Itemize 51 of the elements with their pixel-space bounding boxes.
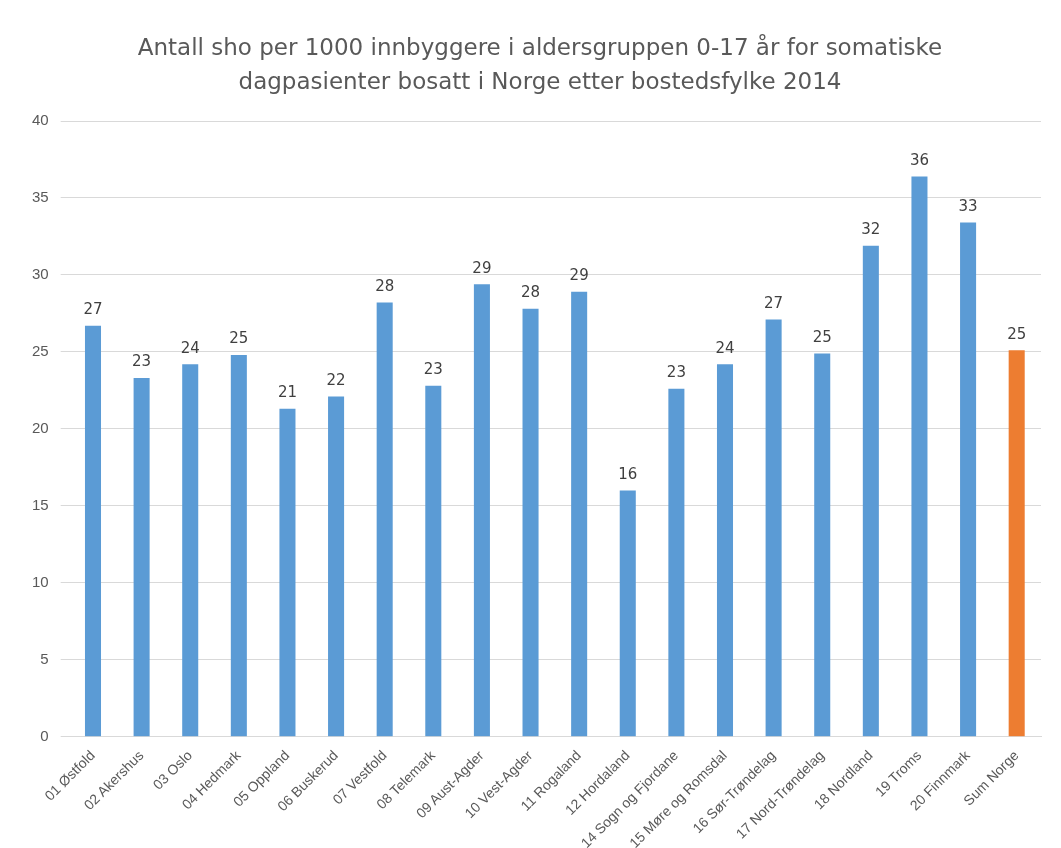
- bar: [668, 388, 685, 737]
- data-label: 25: [229, 329, 249, 348]
- bar: [1008, 350, 1025, 737]
- bar: [133, 378, 150, 737]
- data-label: 28: [375, 277, 395, 296]
- bar: [328, 396, 345, 737]
- data-label: 36: [909, 150, 930, 169]
- data-label: 22: [326, 370, 346, 389]
- bar: [376, 302, 393, 737]
- data-label: 25: [812, 327, 832, 346]
- y-tick-label: 10: [32, 572, 49, 590]
- bar: [619, 490, 636, 737]
- data-label: 32: [861, 220, 881, 239]
- data-label: 23: [666, 363, 686, 382]
- chart-title: Antall sho per 1000 innbyggere i aldersgruppen 0-17 år for somatiske dagpasienter bosatt i Norge etter bostedsfylke 2014: [136, 33, 944, 96]
- bar: [230, 354, 247, 737]
- bar: [279, 408, 296, 737]
- bar: [571, 291, 588, 737]
- data-label: 29: [569, 266, 589, 285]
- y-tick-label: 15: [32, 495, 49, 513]
- data-label: 29: [472, 258, 492, 277]
- bar: [862, 245, 879, 737]
- bar: [960, 222, 977, 737]
- y-tick-label: 30: [32, 265, 49, 283]
- y-tick-label: 0: [40, 726, 49, 744]
- data-label: 16: [618, 464, 638, 483]
- bar: [765, 319, 782, 737]
- data-label: 23: [132, 352, 152, 371]
- bar: [911, 176, 928, 737]
- data-label: 28: [520, 283, 541, 302]
- bar: [425, 385, 442, 737]
- bar: [814, 353, 831, 737]
- bar: [473, 284, 490, 737]
- bar: [522, 308, 539, 737]
- data-label: 24: [180, 338, 200, 357]
- data-label: 23: [423, 360, 443, 379]
- data-label: 21: [277, 383, 297, 402]
- bar: [716, 364, 734, 737]
- data-label: 33: [958, 196, 978, 215]
- data-label: 24: [715, 338, 735, 357]
- bar: [182, 364, 199, 737]
- y-tick-label: 5: [40, 649, 49, 667]
- y-tick-label: 35: [32, 188, 49, 206]
- y-tick-label: 20: [32, 418, 49, 436]
- data-label: 27: [83, 300, 103, 319]
- data-label: 27: [764, 293, 784, 312]
- bar: [84, 325, 102, 737]
- y-tick-label: 40: [32, 111, 49, 129]
- x-tick-label: 03 Oslo: [149, 746, 196, 793]
- data-label: 25: [1007, 324, 1027, 343]
- y-tick-label: 25: [32, 342, 49, 360]
